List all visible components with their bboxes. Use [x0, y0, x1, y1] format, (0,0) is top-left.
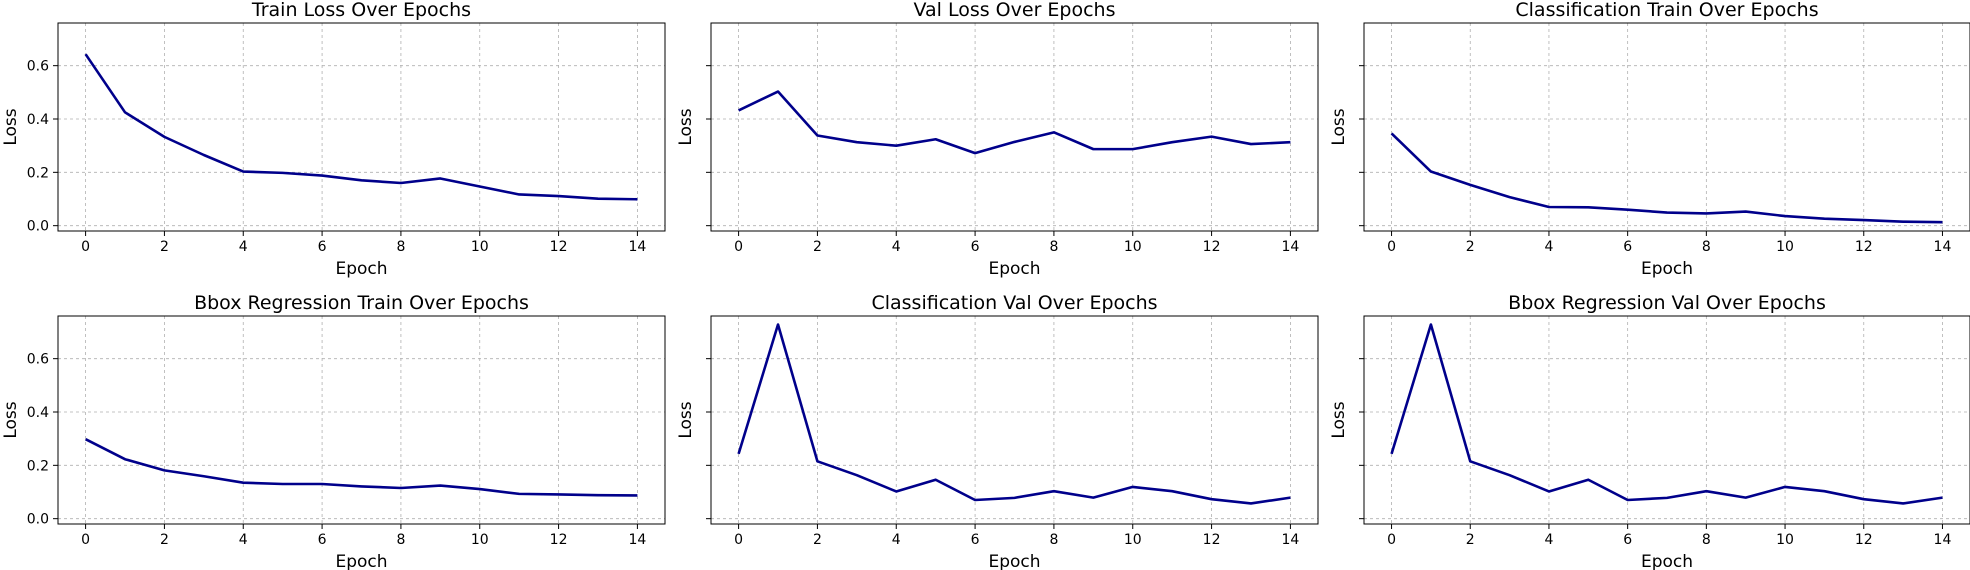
x-tick-label: 2 [160, 239, 169, 255]
y-tick-label: 0.6 [27, 352, 49, 368]
x-tick-label: 14 [1934, 239, 1952, 255]
x-tick-label: 10 [471, 532, 489, 548]
subplot-5: 0 2 4 6 8 10 12 14 Classification Val Over Epoch… [676, 292, 1319, 570]
subplot-title: Val Loss Over Epochs [913, 0, 1115, 21]
x-tick-label: 14 [1281, 239, 1299, 255]
x-tick-label: 8 [396, 239, 405, 255]
x-tick-label: 10 [471, 239, 489, 255]
loss-line [85, 438, 638, 497]
y-tick-label: 0.4 [27, 112, 49, 128]
loss-line [1390, 132, 1943, 224]
x-axis-label: Epoch [335, 259, 387, 279]
axes-frame [57, 22, 666, 232]
x-tick-label: 8 [1702, 532, 1711, 548]
x-tick-label: 12 [1203, 532, 1221, 548]
axes-frame [57, 315, 666, 525]
x-tick-label: 12 [1203, 239, 1221, 255]
x-tick-label: 8 [396, 532, 405, 548]
x-tick-label: 14 [628, 532, 646, 548]
x-tick-label: 6 [318, 239, 327, 255]
x-tick-label: 10 [1776, 532, 1794, 548]
subplot-title: Bbox Regression Train Over Epochs [194, 292, 529, 314]
x-tick-label: 0 [734, 532, 743, 548]
axes-frame [1363, 315, 1970, 525]
x-tick-label: 0 [734, 239, 743, 255]
x-tick-label: 14 [1281, 532, 1299, 548]
y-axis-label: Loss [1329, 108, 1349, 145]
subplot-title: Classification Train Over Epochs [1515, 0, 1818, 21]
y-tick-label: 0.2 [27, 458, 49, 474]
y-tick-label: 0.0 [27, 512, 49, 528]
y-axis-label: Loss [676, 108, 696, 145]
x-tick-label: 4 [892, 239, 901, 255]
loss-line [738, 90, 1291, 155]
x-axis-label: Epoch [988, 552, 1040, 570]
subplot-title: Train Loss Over Epochs [251, 0, 471, 21]
x-tick-label: 12 [550, 239, 568, 255]
axes-frame [710, 22, 1319, 232]
x-tick-label: 14 [628, 239, 646, 255]
x-axis-label: Epoch [1641, 259, 1693, 279]
x-tick-label: 6 [1623, 532, 1632, 548]
axes-frame [1363, 22, 1970, 232]
x-tick-label: 2 [1466, 239, 1475, 255]
y-axis-label: Loss [1329, 401, 1349, 438]
x-tick-label: 0 [1387, 239, 1396, 255]
y-tick-label: 0.6 [27, 59, 49, 75]
y-axis-label: Loss [676, 401, 696, 438]
x-tick-label: 2 [813, 532, 822, 548]
subplot-4: 0 2 4 6 8 10 12 14 0.0 0.2 0.4 0.6 Bbox Regression T… [1, 292, 666, 570]
y-tick-label: 0.4 [27, 405, 49, 421]
loss-line [1390, 323, 1943, 505]
x-tick-label: 12 [1855, 532, 1873, 548]
x-tick-label: 10 [1776, 239, 1794, 255]
x-tick-label: 12 [1855, 239, 1873, 255]
x-tick-label: 10 [1124, 532, 1142, 548]
x-tick-label: 4 [892, 532, 901, 548]
x-tick-label: 8 [1049, 239, 1058, 255]
x-tick-label: 6 [1623, 239, 1632, 255]
y-axis-label: Loss [1, 108, 21, 145]
x-tick-label: 4 [239, 532, 248, 548]
x-axis-label: Epoch [1641, 552, 1693, 570]
x-tick-label: 4 [1544, 532, 1553, 548]
x-tick-label: 6 [318, 532, 327, 548]
x-tick-label: 6 [971, 532, 980, 548]
x-axis-label: Epoch [988, 259, 1040, 279]
x-tick-label: 14 [1934, 532, 1952, 548]
x-tick-label: 6 [971, 239, 980, 255]
y-tick-label: 0.2 [27, 165, 49, 181]
x-tick-label: 2 [1466, 532, 1475, 548]
subplot-1: 0 2 4 6 8 10 12 14 0.0 0.2 0.4 0.6 Train Loss Over E… [1, 0, 666, 279]
x-tick-label: 0 [81, 239, 90, 255]
x-tick-label: 2 [813, 239, 822, 255]
x-axis-label: Epoch [335, 552, 387, 570]
loss-line [84, 53, 638, 201]
subplot-3: 0 2 4 6 8 10 12 14 Classification Train Over Epo… [1329, 0, 1970, 279]
y-axis-label: Loss [1, 401, 21, 438]
x-tick-label: 8 [1702, 239, 1711, 255]
subplot-title: Classification Val Over Epochs [871, 292, 1157, 314]
subplot-2: 0 2 4 6 8 10 12 14 Val Loss Over Epochs Epoch Loss [676, 0, 1319, 279]
axes-frame [710, 315, 1319, 525]
subplot-6: 0 2 4 6 8 10 12 14 Bbox Regression Val Over Epoc… [1329, 292, 1970, 570]
subplot-title: Bbox Regression Val Over Epochs [1508, 292, 1826, 314]
x-tick-label: 12 [550, 532, 568, 548]
x-tick-label: 0 [1387, 532, 1396, 548]
x-tick-label: 0 [81, 532, 90, 548]
x-tick-label: 8 [1049, 532, 1058, 548]
x-tick-label: 2 [160, 532, 169, 548]
x-tick-label: 10 [1124, 239, 1142, 255]
loss-line [737, 323, 1291, 505]
y-tick-label: 0.0 [27, 219, 49, 235]
x-tick-label: 4 [239, 239, 248, 255]
x-tick-label: 4 [1544, 239, 1553, 255]
